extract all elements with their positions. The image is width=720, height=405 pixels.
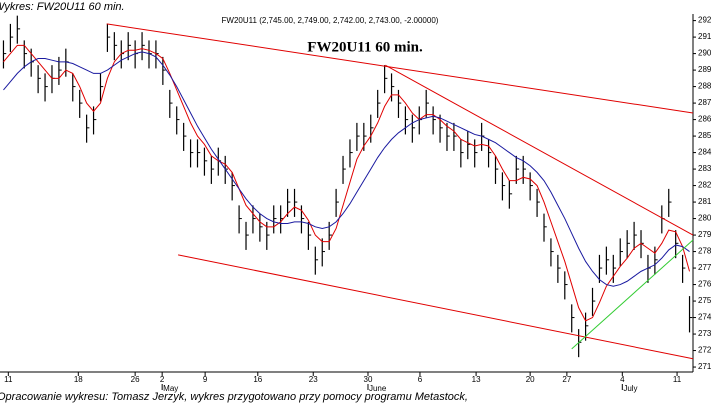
caption: Wykres: FW20U11 60 min. — [0, 1, 125, 13]
y-tick-label: 291 — [698, 32, 712, 41]
y-tick-label: 283 — [698, 164, 712, 173]
x-tick-label: 6 — [418, 375, 423, 384]
trend-line — [571, 239, 694, 350]
x-tick-label: 23 — [309, 375, 318, 384]
x-tick-label: 26 — [131, 375, 140, 384]
y-tick-label: 281 — [698, 197, 712, 206]
y-tick-label: 279 — [698, 230, 712, 239]
x-tick-label: 11 — [4, 375, 13, 384]
moving-average — [3, 51, 690, 287]
y-tick-label: 288 — [698, 82, 712, 91]
y-tick-label: 275 — [698, 296, 712, 305]
x-tick-label: 18 — [74, 375, 83, 384]
y-tick-label: 277 — [698, 263, 712, 272]
y-tick-label: 287 — [698, 98, 712, 107]
x-tick-label: 9 — [203, 375, 208, 384]
y-tick-label: 272 — [698, 346, 712, 355]
month-label: June — [369, 384, 387, 393]
y-tick-label: 284 — [698, 148, 712, 157]
chart-title: FW20U11 60 min. — [307, 39, 423, 55]
y-tick-label: 292 — [698, 16, 712, 25]
y-tick-label: 290 — [698, 49, 712, 58]
x-tick-label: 11 — [673, 375, 682, 384]
x-tick-label: 20 — [526, 375, 535, 384]
trend-line — [106, 23, 694, 114]
x-tick-label: 16 — [253, 375, 262, 384]
y-tick-label: 278 — [698, 247, 712, 256]
y-tick-label: 282 — [698, 181, 712, 190]
y-tick-label: 274 — [698, 313, 712, 322]
x-tick-label: 2 — [160, 375, 165, 384]
y-tick-label: 273 — [698, 329, 712, 338]
y-tick-label: 276 — [698, 280, 712, 289]
month-label: July — [623, 384, 637, 393]
y-tick-label: 280 — [698, 214, 712, 223]
moving-average — [3, 44, 691, 322]
footer: Opracowanie wykresu: Tomasz Jerzyk, wykr… — [0, 391, 468, 403]
y-tick-label: 271 — [698, 362, 712, 371]
x-tick-label: 13 — [472, 375, 481, 384]
y-tick-label: 286 — [698, 115, 712, 124]
trend-line — [178, 254, 694, 360]
y-tick-label: 289 — [698, 65, 712, 74]
trend-line — [385, 64, 694, 236]
x-tick-label: 30 — [364, 375, 373, 384]
header: FW20U11 (2,745.00, 2,749.00, 2,742.00, 2… — [222, 16, 439, 25]
x-tick-label: 4 — [620, 375, 625, 384]
x-tick-label: 27 — [562, 375, 571, 384]
y-tick-label: 285 — [698, 131, 712, 140]
month-label: May — [163, 384, 178, 393]
